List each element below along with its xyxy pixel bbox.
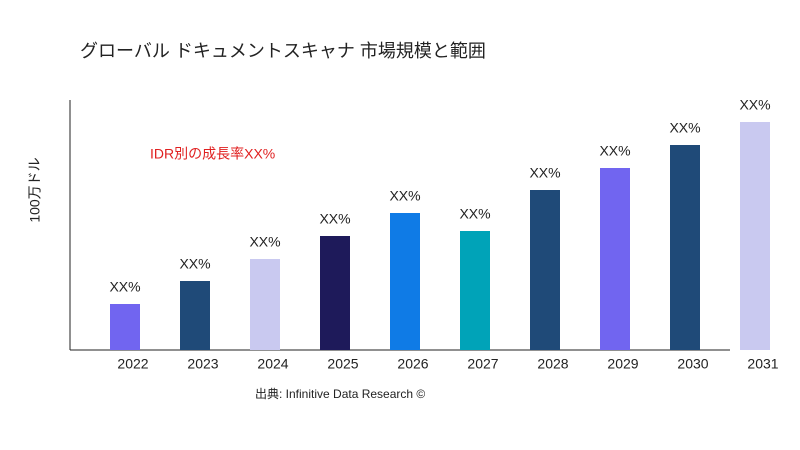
bar [390, 213, 420, 350]
value-label: XX% [459, 206, 490, 222]
x-tick-label: 2022 [117, 356, 148, 372]
x-tick-label: 2031 [747, 356, 778, 372]
x-tick-label: 2023 [187, 356, 218, 372]
bar [180, 281, 210, 350]
value-label: XX% [739, 97, 770, 113]
bar [250, 259, 280, 350]
bar [600, 168, 630, 350]
y-axis-label: 100万ドル [27, 157, 43, 222]
bar [670, 145, 700, 350]
x-tick-label: 2025 [327, 356, 358, 372]
bar [530, 190, 560, 350]
x-tick-label: 2030 [677, 356, 708, 372]
value-label: XX% [389, 188, 420, 204]
annotation: IDR別の成長率XX% [150, 146, 275, 162]
value-label: XX% [179, 256, 210, 272]
x-tick-label: 2028 [537, 356, 568, 372]
bar [320, 236, 350, 350]
x-tick-label: 2024 [257, 356, 288, 372]
x-tick-label: 2026 [397, 356, 428, 372]
x-tick-label: 2029 [607, 356, 638, 372]
value-label: XX% [109, 279, 140, 295]
value-label: XX% [529, 165, 560, 181]
x-tick-label: 2027 [467, 356, 498, 372]
source: 出典: Infinitive Data Research © [255, 387, 425, 401]
bar [460, 231, 490, 350]
bar [740, 122, 770, 350]
value-label: XX% [319, 211, 350, 227]
chart-title: グローバル ドキュメントスキャナ 市場規模と範囲 [80, 41, 486, 61]
bar [110, 304, 140, 350]
value-label: XX% [249, 234, 280, 250]
value-label: XX% [599, 143, 630, 159]
value-label: XX% [669, 120, 700, 136]
